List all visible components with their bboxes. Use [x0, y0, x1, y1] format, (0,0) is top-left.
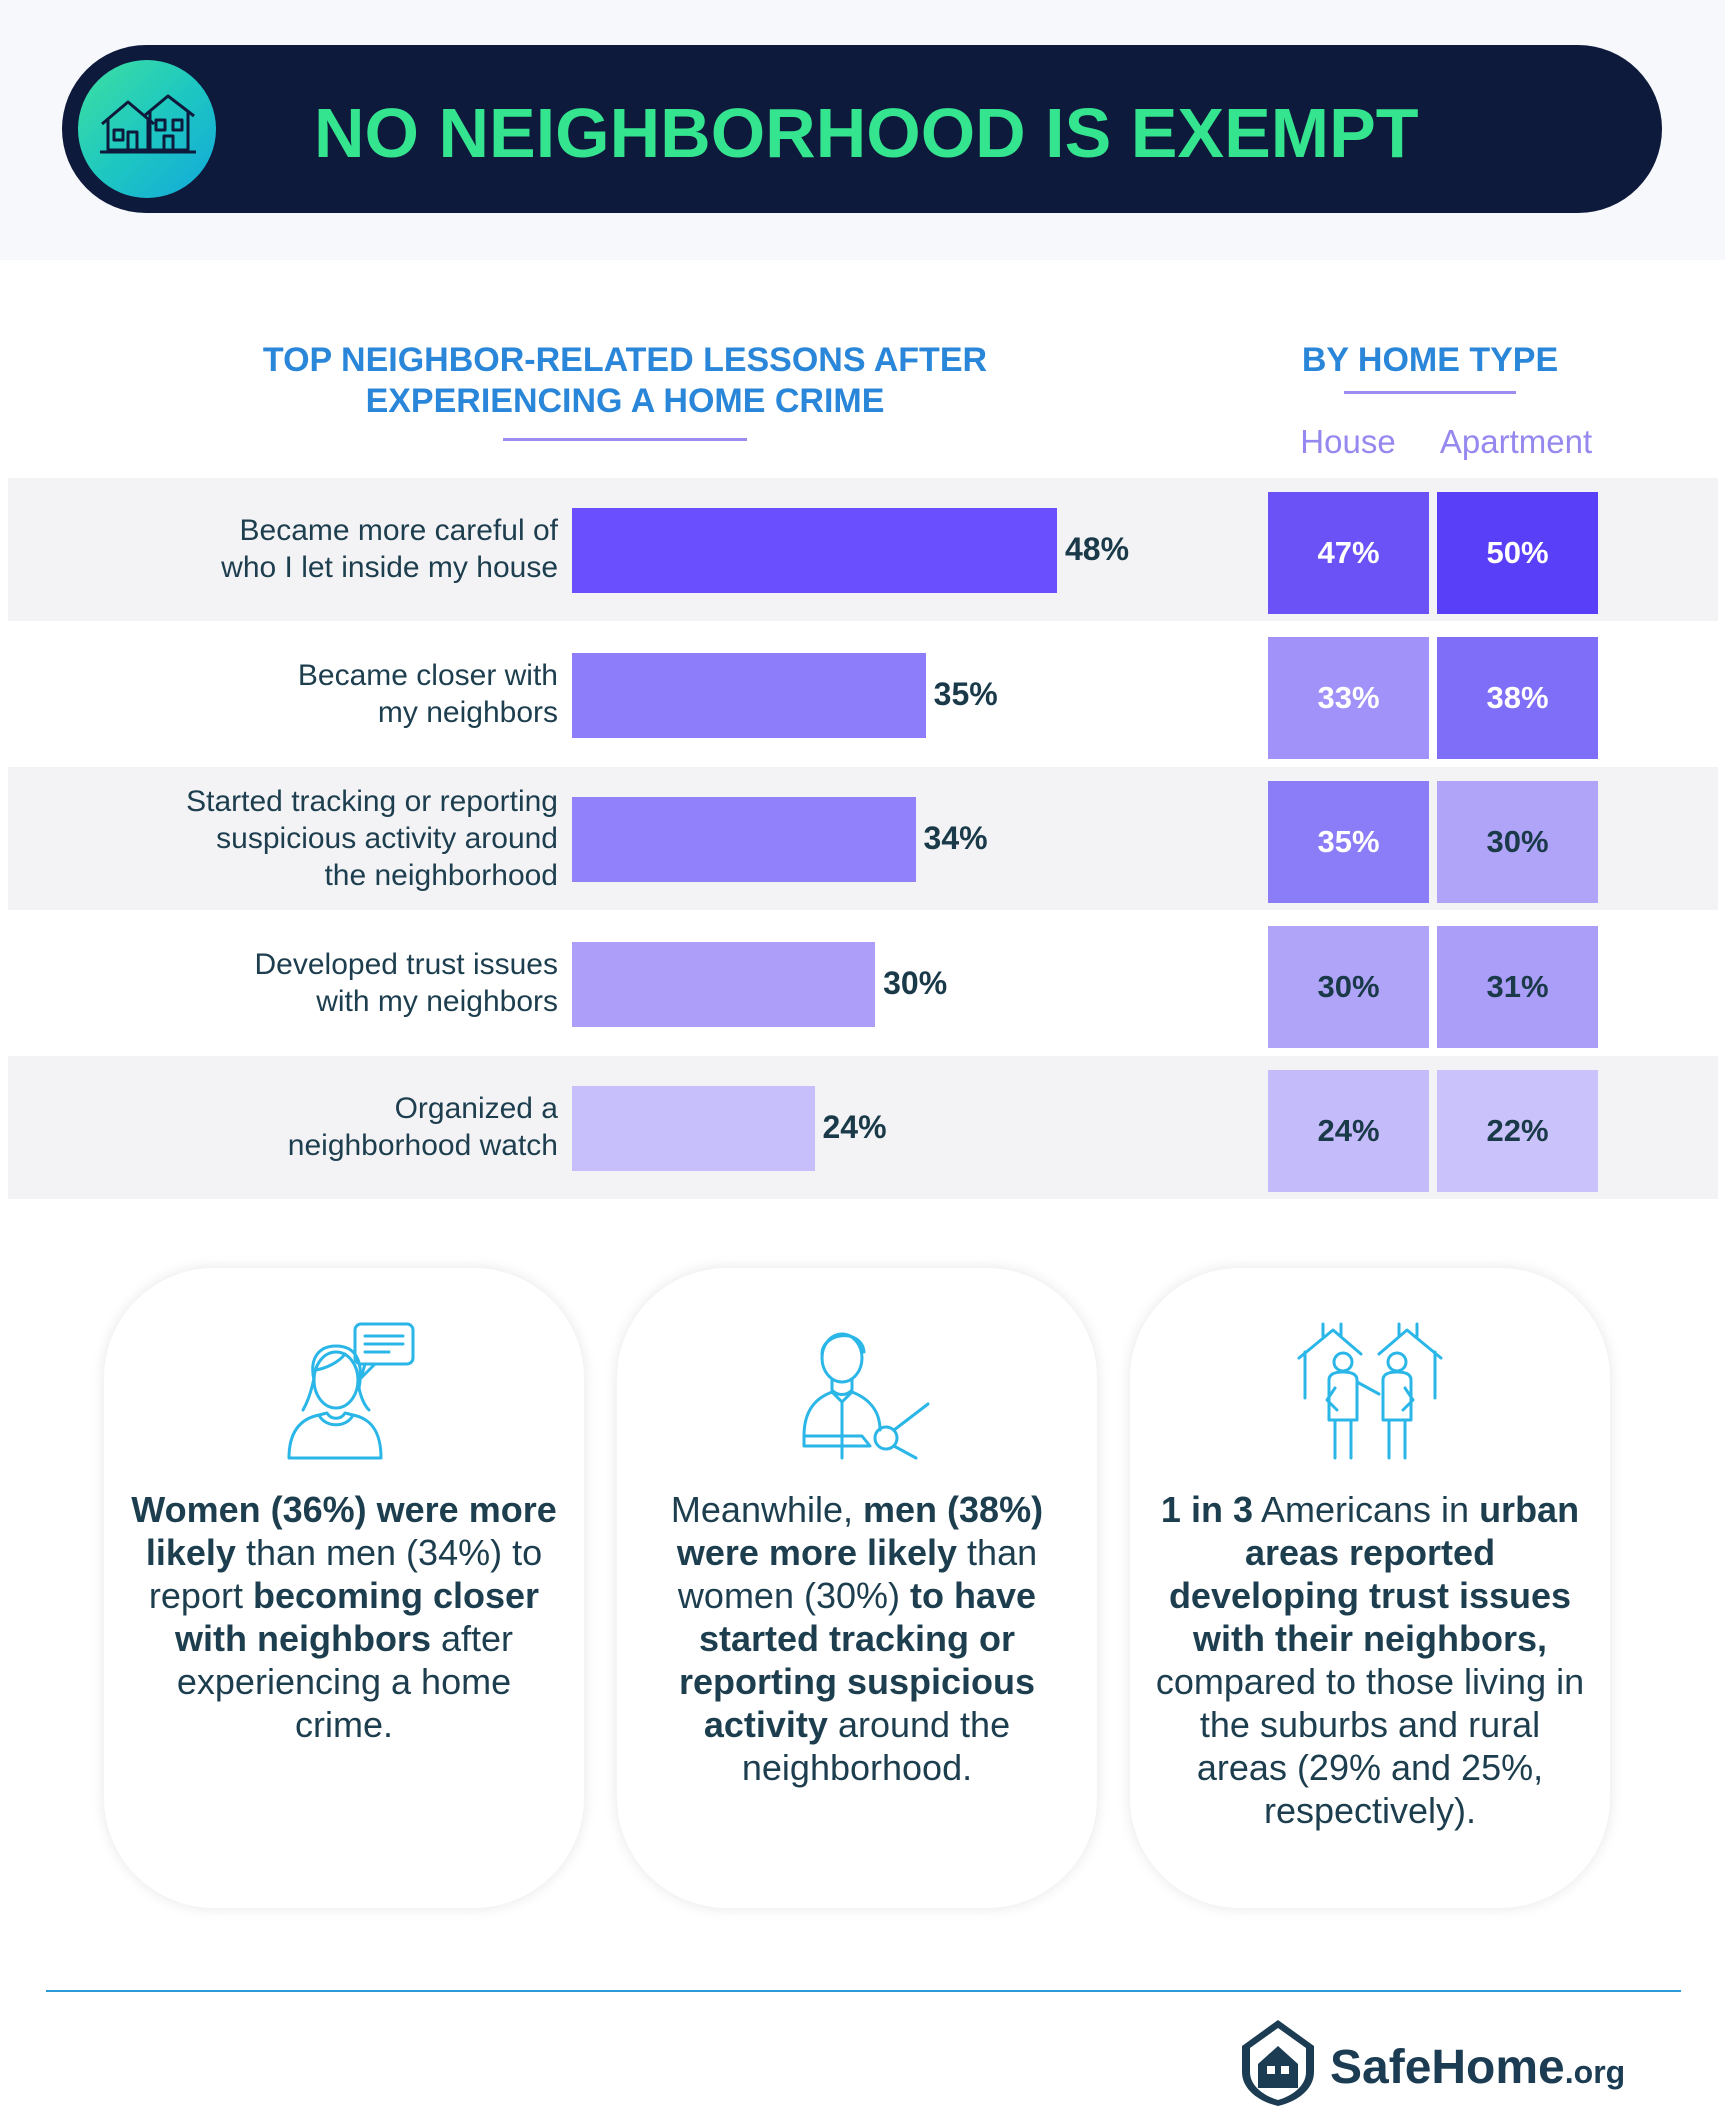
row-band	[8, 1056, 1718, 1199]
home-type-cell-house: 30%	[1268, 925, 1429, 1048]
home-type-cell-apartment: 38%	[1437, 636, 1598, 759]
bar	[572, 508, 1057, 593]
card-text-segment: than women (30%)	[677, 1532, 1038, 1616]
home-type-title: BY HOME TYPE	[1301, 341, 1559, 379]
card-text-bold: Women (36%) were more likely	[131, 1489, 557, 1573]
card-text-segment: than men (34%) to report	[148, 1532, 543, 1616]
bar	[572, 797, 916, 882]
category-label-line: the neighborhood	[324, 858, 558, 892]
chart-title: TOP NEIGHBOR-RELATED LESSONS AFTER EXPER…	[240, 340, 1010, 422]
card-text-bold: men (38%) were more likely	[676, 1489, 1044, 1573]
neighbors-houses-icon	[1130, 1318, 1610, 1478]
stat-card-women: Women (36%) were more likely than men (3…	[104, 1268, 584, 1908]
bar-value-label: 30%	[883, 964, 948, 1001]
bar-value-label: 24%	[822, 1109, 887, 1145]
man-magnifier-icon	[617, 1318, 1097, 1478]
bar	[572, 941, 876, 1027]
card-text-segment: Meanwhile,	[670, 1489, 864, 1530]
title-underline	[503, 438, 747, 441]
home-type-cell-house: 24%	[1268, 1070, 1429, 1192]
column-header-house: House	[1300, 423, 1396, 460]
home-type-cell-house: 33%	[1268, 636, 1429, 759]
category-label-line: Developed trust issues	[254, 947, 559, 981]
category-label: Became closer with my neighbors	[40, 657, 558, 731]
footer-divider	[46, 1990, 1681, 1992]
category-label-line: with my neighbors	[316, 984, 558, 1018]
bar-value-label: 34%	[923, 820, 988, 856]
home-type-cell-apartment: 31%	[1437, 925, 1598, 1048]
column-header-apartment: Apartment	[1439, 423, 1593, 460]
card-text-segment: Americans in	[1252, 1489, 1480, 1530]
category-label-line: Became more careful of	[239, 514, 558, 547]
category-label: Became more careful of who I let inside m…	[40, 512, 558, 586]
card-text-bold: urban areas reported developing trust is…	[1168, 1489, 1580, 1659]
bar	[572, 1086, 815, 1171]
card-text-bold: becoming closer with neighbors	[174, 1575, 540, 1659]
woman-speech-bubble-icon	[104, 1318, 584, 1478]
home-type-underline	[1344, 391, 1516, 394]
card-text: Meanwhile, men (38%) were more likely th…	[637, 1488, 1077, 1789]
bar	[572, 652, 926, 738]
logo-name: SafeHome	[1330, 2041, 1565, 2094]
category-label-line: suspicious activity around	[216, 821, 558, 855]
category-label: Developed trust issues with my neighbors	[40, 946, 559, 1020]
home-type-cell-apartment: 30%	[1437, 781, 1598, 903]
page-title: NO NEIGHBORHOOD IS EXEMPT	[314, 94, 1419, 172]
card-text: 1 in 3 Americans in urban areas reported…	[1150, 1488, 1590, 1832]
category-label-line: Started tracking or reporting	[186, 784, 558, 818]
card-text-segment: compared to those living in the suburbs …	[1155, 1661, 1585, 1831]
card-text: Women (36%) were more likely than men (3…	[124, 1488, 564, 1746]
category-label-line: Became closer with	[297, 658, 558, 692]
category-label-line: neighborhood watch	[287, 1129, 558, 1162]
category-label-line: who I let inside my house	[221, 551, 558, 584]
home-type-cell-apartment: 22%	[1437, 1070, 1598, 1192]
chart-title-line: EXPERIENCING A HOME CRIME	[365, 382, 885, 420]
stat-card-urban: 1 in 3 Americans in urban areas reported…	[1130, 1268, 1610, 1908]
bar-value-label: 48%	[1065, 531, 1130, 567]
home-type-cell-house: 47%	[1268, 492, 1429, 614]
card-text-bold: 1 in 3	[1160, 1489, 1253, 1530]
bar-value-label: 35%	[933, 675, 998, 712]
category-label-line: my neighbors	[377, 695, 558, 729]
card-text-bold: to have started tracking or reporting su…	[678, 1575, 1037, 1745]
house-shield-icon	[1242, 2020, 1314, 2106]
stat-card-men: Meanwhile, men (38%) were more likely th…	[617, 1268, 1097, 1908]
card-text-segment: around the neighborhood.	[741, 1704, 1011, 1788]
category-label-line: Organized a	[394, 1092, 558, 1125]
title-banner: NO NEIGHBORHOOD IS EXEMPT	[62, 45, 1662, 213]
safehome-logo: SafeHome.org	[1240, 2018, 1660, 2108]
home-type-cell-house: 35%	[1268, 781, 1429, 903]
logo-tld: .org	[1564, 2054, 1626, 2090]
chart-title-line: TOP NEIGHBOR-RELATED LESSONS AFTER	[262, 341, 988, 379]
category-label: Started tracking or reporting suspicious …	[40, 783, 558, 894]
home-type-cell-apartment: 50%	[1437, 492, 1598, 614]
card-text-segment: after experiencing a home crime.	[176, 1618, 514, 1745]
category-label: Organized a neighborhood watch	[40, 1090, 558, 1164]
houses-icon	[78, 60, 216, 198]
